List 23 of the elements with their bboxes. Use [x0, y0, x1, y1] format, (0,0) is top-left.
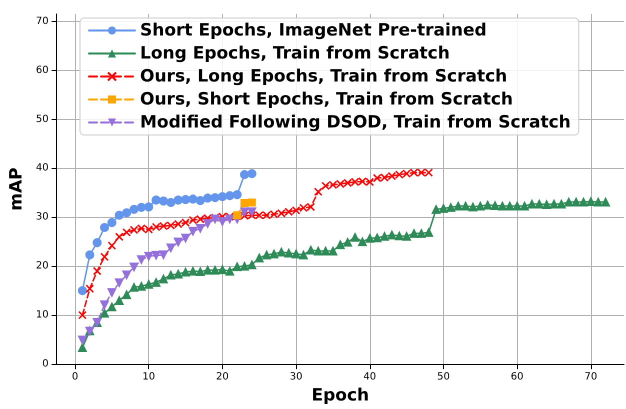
legend-label: Short Epochs, ImageNet Pre-trained: [140, 20, 487, 40]
x-tick-label: 10: [142, 372, 156, 383]
legend-label: Long Epochs, Train from Scratch: [140, 44, 450, 64]
x-tick-label: 40: [363, 372, 376, 383]
x-tick-label: 20: [216, 372, 229, 383]
y-tick-label: 40: [36, 162, 49, 174]
y-tick-label: 30: [36, 212, 49, 223]
legend-label: Ours, Long Epochs, Train from Scratch: [140, 66, 508, 86]
legend-label: Ours, Short Epochs, Train from Scratch: [140, 90, 514, 110]
x-tick-label: 50: [437, 372, 450, 383]
legend-label: Modified Following DSOD, Train from Scratch: [140, 112, 571, 132]
y-tick-label: 60: [36, 64, 49, 76]
x-tick-label: 60: [510, 372, 524, 383]
x-tick-label: 0: [72, 372, 78, 383]
y-tick-label: 20: [36, 260, 49, 272]
x-axis-title: Epoch: [311, 386, 370, 406]
y-tick-label: 50: [36, 114, 49, 125]
y-tick-label: 0: [42, 358, 49, 370]
y-tick-label: 10: [36, 310, 49, 321]
y-axis-title: mAP: [6, 167, 26, 211]
x-tick-label: 70: [584, 372, 598, 383]
y-tick-label: 70: [36, 16, 49, 27]
x-tick-label: 30: [290, 372, 302, 383]
